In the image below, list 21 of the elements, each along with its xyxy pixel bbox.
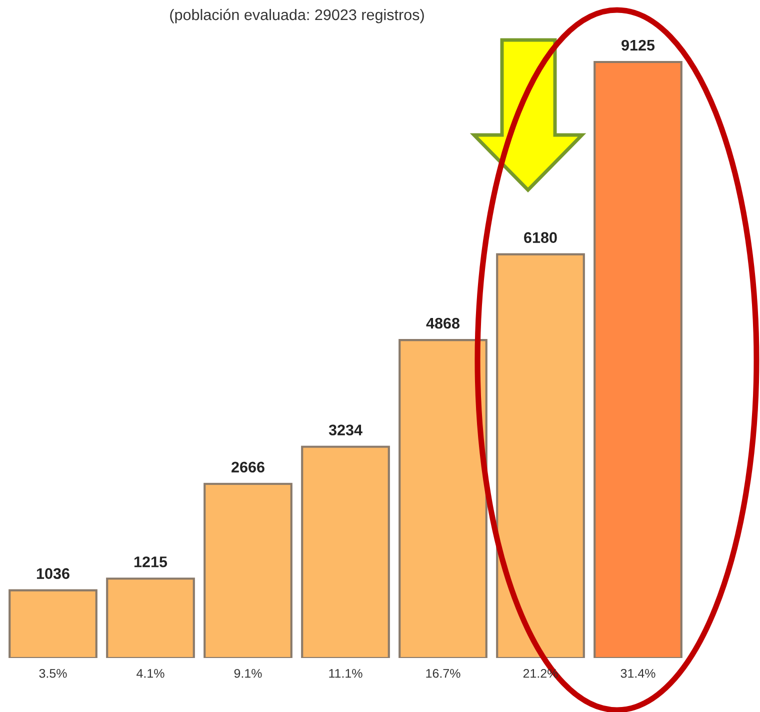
bar (398, 338, 488, 658)
bar (496, 253, 585, 658)
data-label: 6180 (524, 232, 557, 243)
bar (204, 482, 292, 658)
chart-title: (población evaluada: 29023 registros) (170, 8, 424, 24)
bar (8, 589, 98, 658)
data-label: 4868 (426, 318, 460, 329)
bar (301, 446, 390, 658)
x-tick-label: 3.5% (39, 668, 67, 678)
x-tick-label: 31.4% (620, 668, 656, 678)
x-tick-label: 16.7% (426, 668, 460, 678)
data-label: 2666 (232, 462, 264, 473)
data-label: 9125 (622, 40, 655, 51)
bar (594, 60, 682, 658)
data-label: 1036 (36, 568, 70, 579)
x-tick-label: 11.1% (329, 669, 362, 678)
x-tick-label: 9.1% (234, 668, 262, 678)
data-label: 3234 (328, 424, 362, 436)
data-label: 1215 (134, 556, 168, 568)
bar (106, 578, 195, 658)
x-tick-label: 4.1% (136, 669, 164, 678)
